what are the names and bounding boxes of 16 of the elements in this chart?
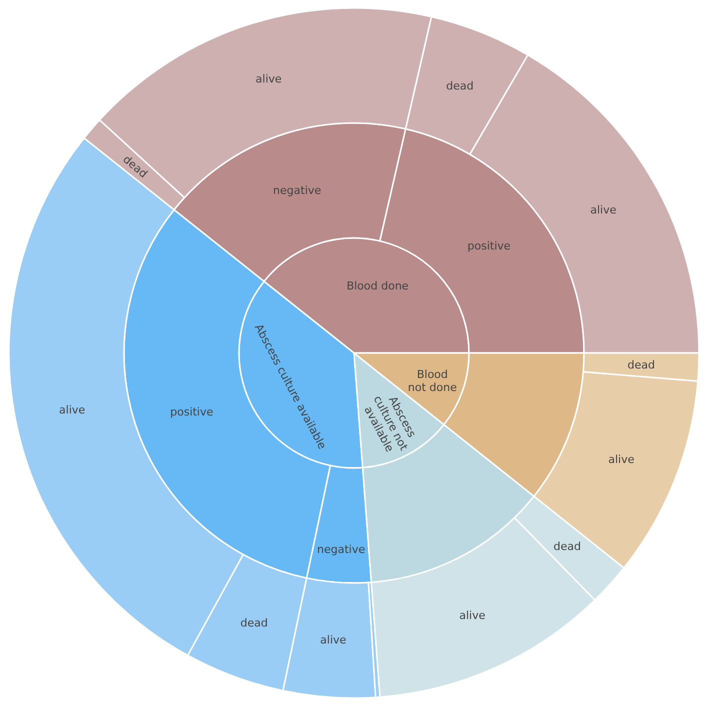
slice-label: negative (316, 543, 366, 556)
slice-label: positive (170, 405, 214, 418)
slice-label: dead (554, 540, 581, 553)
slice-label: negative (273, 184, 322, 198)
slice-label: dead (446, 80, 474, 93)
slice-label: alive (59, 403, 86, 416)
slice-label: dead (240, 616, 268, 630)
slice-label: alive (590, 204, 617, 217)
slice-label: alive (608, 452, 635, 466)
slice-label: alive (320, 634, 347, 647)
slice-label: alive (256, 72, 282, 86)
slice-label: Blood not done (408, 368, 458, 394)
slice-label: positive (467, 240, 511, 253)
slice-label: dead (628, 358, 655, 372)
slice-label: Blood done (346, 279, 409, 292)
slice-label: alive (459, 608, 486, 622)
